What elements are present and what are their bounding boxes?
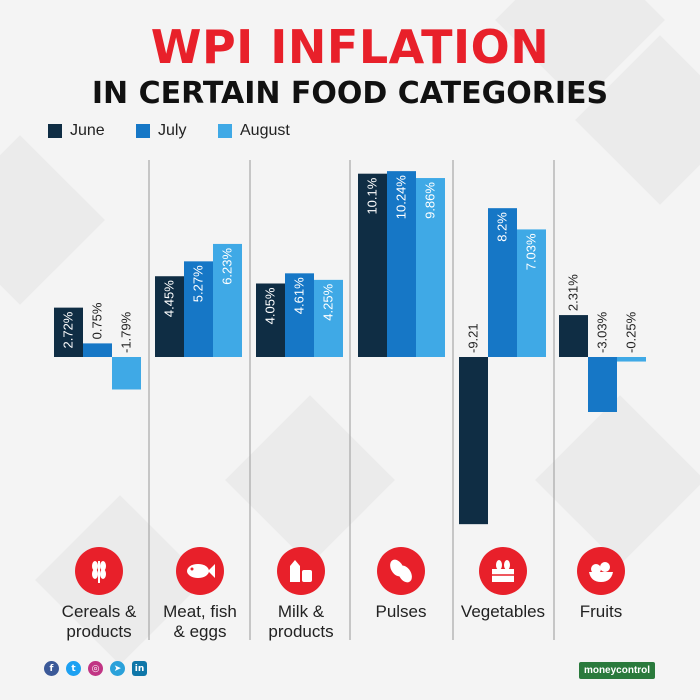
bar xyxy=(617,357,646,362)
data-label: 4.05% xyxy=(263,287,278,324)
chart-title: WPI INFLATION xyxy=(150,20,550,74)
legend-swatch xyxy=(218,124,232,138)
bar xyxy=(588,357,617,412)
bar xyxy=(285,273,314,357)
data-label: -9.21 xyxy=(466,323,481,353)
bar xyxy=(358,173,387,357)
bar xyxy=(314,279,343,357)
data-label: 10.24% xyxy=(394,175,409,220)
legend-item-august: August xyxy=(218,122,290,140)
vegetable-crate-icon xyxy=(479,547,527,595)
bar xyxy=(54,307,83,357)
data-label: 0.75% xyxy=(90,302,105,339)
social-links: f t ◎ ➤ in xyxy=(44,661,147,676)
chart-subtitle: IN CERTAIN FOOD CATEGORIES xyxy=(91,76,609,111)
category-label-vegetables: Vegetables xyxy=(460,602,546,621)
brand-logo: moneycontrol xyxy=(579,662,655,679)
legend-item-june: June xyxy=(48,122,105,140)
bar xyxy=(112,357,141,390)
data-label: 4.45% xyxy=(162,280,177,317)
data-label: -1.79% xyxy=(119,311,134,353)
category-label-milk: Milk & products xyxy=(268,602,334,641)
beans-icon xyxy=(377,547,425,595)
category-label-fruits: Fruits xyxy=(579,602,623,621)
data-label: 4.61% xyxy=(292,277,307,314)
bar xyxy=(213,243,242,357)
legend-item-july: July xyxy=(136,122,186,140)
wheat-icon xyxy=(75,547,123,595)
bar xyxy=(83,343,112,357)
category-label-cereals: Cereals & products xyxy=(61,602,137,641)
telegram-icon[interactable]: ➤ xyxy=(110,661,125,676)
bar xyxy=(155,276,184,357)
data-label: 8.2% xyxy=(495,212,510,242)
bar xyxy=(387,171,416,357)
data-label: 10.1% xyxy=(365,177,380,214)
data-label: 6.23% xyxy=(220,247,235,284)
category-label-meat: Meat, fish & eggs xyxy=(163,602,237,641)
data-label: 7.03% xyxy=(524,233,539,270)
bar xyxy=(517,229,546,357)
fish-icon xyxy=(176,547,224,595)
bar xyxy=(416,178,445,357)
legend-swatch xyxy=(136,124,150,138)
data-label: 2.72% xyxy=(61,311,76,348)
instagram-icon[interactable]: ◎ xyxy=(88,661,103,676)
legend-label: July xyxy=(158,122,187,139)
bar xyxy=(459,357,488,525)
twitter-icon[interactable]: t xyxy=(66,661,81,676)
facebook-icon[interactable]: f xyxy=(44,661,59,676)
data-label: 9.86% xyxy=(423,182,438,219)
fruit-bowl-icon xyxy=(577,547,625,595)
bar xyxy=(256,283,285,357)
data-label: -0.25% xyxy=(624,311,639,353)
category-label-pulses: Pulses xyxy=(375,602,427,621)
legend-swatch xyxy=(48,124,62,138)
milk-icon xyxy=(277,547,325,595)
bar xyxy=(488,208,517,357)
data-label: 2.31% xyxy=(566,274,581,311)
data-label: 4.25% xyxy=(321,283,336,320)
linkedin-icon[interactable]: in xyxy=(132,661,147,676)
legend-label: June xyxy=(70,122,105,139)
bar xyxy=(559,315,588,357)
data-label: -3.03% xyxy=(595,311,610,353)
data-label: 5.27% xyxy=(191,265,206,302)
legend-label: August xyxy=(240,122,290,139)
bar xyxy=(184,261,213,357)
